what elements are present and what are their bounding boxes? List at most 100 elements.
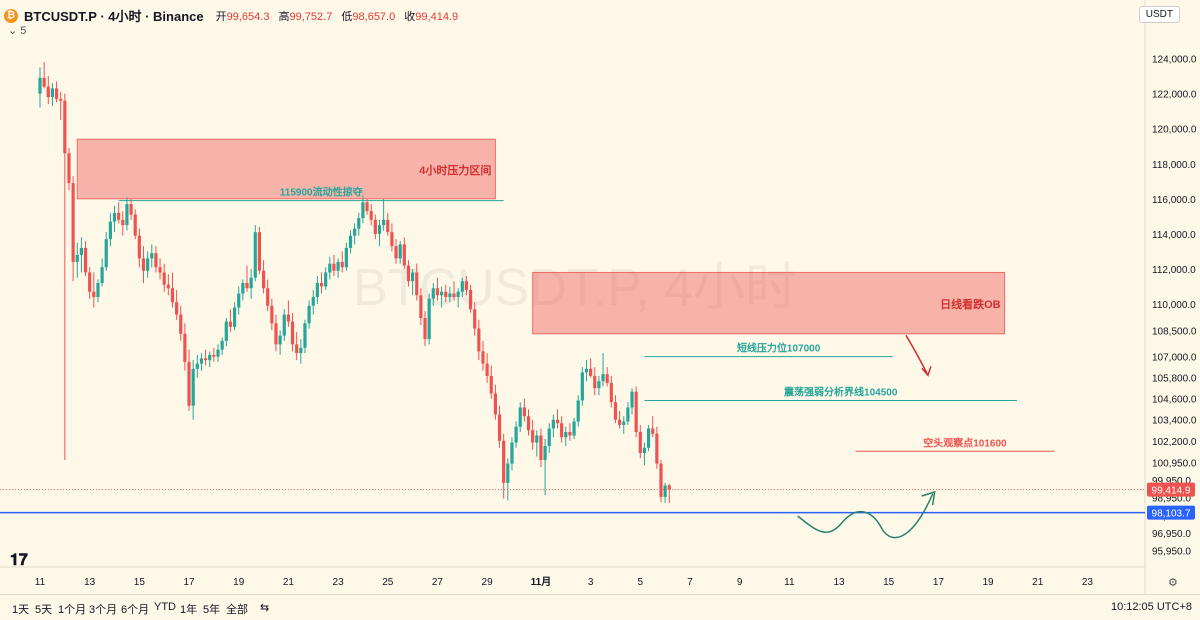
candle-body <box>601 374 605 382</box>
x-tick-label: 11 <box>784 577 795 588</box>
candle-body <box>406 265 411 282</box>
candle-body <box>448 293 452 298</box>
resistance-zone <box>76 138 496 200</box>
range-5y-button[interactable]: 5年 <box>203 604 221 616</box>
range-all-button[interactable]: 全部 <box>226 604 248 616</box>
candle-body <box>92 291 96 298</box>
x-tick-label: 23 <box>333 577 345 588</box>
range-ytd-button[interactable]: YTD <box>154 601 176 613</box>
candle-body <box>54 88 59 99</box>
candle-body <box>456 291 460 298</box>
candle-body <box>526 416 531 431</box>
candle-body <box>79 247 83 255</box>
candle-body <box>452 293 456 298</box>
candle-body <box>133 214 137 236</box>
candle-body <box>427 298 431 340</box>
bearish-arrow <box>905 334 929 376</box>
candle-body <box>626 407 630 422</box>
candle-body <box>146 258 150 271</box>
candle-body <box>274 323 278 345</box>
y-tick-label: 103,400.0 <box>1152 416 1197 427</box>
candle-body <box>377 225 382 234</box>
candle-body <box>112 212 117 222</box>
x-tick-label: 13 <box>84 577 96 588</box>
candle-body <box>646 428 651 448</box>
candle-body <box>419 295 423 319</box>
y-tick-label: 118,000.0 <box>1152 160 1196 171</box>
currency-selector[interactable]: USDT <box>1138 6 1180 23</box>
candle-body <box>249 277 253 289</box>
candle-body <box>67 153 71 184</box>
candle-body <box>547 428 551 447</box>
candle-body <box>609 382 613 403</box>
x-tick-label: 17 <box>183 577 195 588</box>
candle-body <box>311 297 315 306</box>
candle-body <box>361 202 365 219</box>
x-tick-label: 25 <box>382 577 394 588</box>
candle-body <box>187 361 191 406</box>
price-chart[interactable]: BTCUSDT.P, 4小时 124,000.0 122,000.0 120,000.… <box>0 0 1200 594</box>
candle-body <box>630 391 634 408</box>
y-tick-label: 95,950.0 <box>1152 546 1191 557</box>
y-tick-label: 107,000.0 <box>1152 353 1197 364</box>
candle-body <box>150 253 154 259</box>
candle-body <box>59 98 63 101</box>
candle-body <box>75 254 79 262</box>
candle-body <box>390 232 394 247</box>
candle-body <box>597 381 601 389</box>
y-tick-label: 96,950.0 <box>1152 529 1191 540</box>
settings-gear-icon[interactable]: ⚙ <box>1168 576 1178 589</box>
candle-body <box>502 440 506 483</box>
candle-body <box>622 421 626 425</box>
y-tick-label: 116,000.0 <box>1152 195 1196 206</box>
candle-body <box>344 247 348 268</box>
candle-body <box>50 88 55 98</box>
candle-body <box>613 402 618 420</box>
bitcoin-icon: ₿ <box>4 8 18 23</box>
indicator-count[interactable]: ⌄ 5 <box>8 25 27 37</box>
candle-body <box>659 463 663 497</box>
candle-body <box>237 293 241 308</box>
range-1y-button[interactable]: 1年 <box>180 604 198 616</box>
x-tick-label: 15 <box>883 577 895 588</box>
symbol-title[interactable]: BTCUSDT.P · 4小时 · Binance <box>24 9 204 24</box>
zone-label: 4小时压力区间 <box>419 163 491 177</box>
support-price-tag <box>1147 505 1195 520</box>
candle-body <box>224 321 228 341</box>
clock: 10:12:05 UTC+8 <box>1110 601 1192 613</box>
candle-body <box>141 258 146 271</box>
candle-body <box>634 391 638 433</box>
candle-body <box>564 432 568 438</box>
candle-body <box>435 288 440 296</box>
x-tick-label: 5 <box>638 577 644 588</box>
x-tick-label: 23 <box>1082 577 1094 588</box>
candle-body <box>324 272 328 287</box>
candle-body <box>638 432 642 454</box>
range-5d-button[interactable]: 5天 <box>35 604 53 616</box>
candle-body <box>162 272 166 285</box>
range-6m-button[interactable]: 6个月 <box>121 604 150 616</box>
range-3m-button[interactable]: 3个月 <box>89 604 118 616</box>
candle-body <box>121 219 125 226</box>
y-tick-label: 114,000.0 <box>1152 230 1196 241</box>
candle-body <box>96 282 100 298</box>
range-1d-button[interactable]: 1天 <box>12 604 30 616</box>
candle-body <box>655 433 659 464</box>
candle-body <box>166 284 170 289</box>
candle-body <box>257 232 262 271</box>
y-tick-label: 98,950.0 <box>1152 494 1191 505</box>
x-tick-label: 27 <box>432 577 444 588</box>
candle-body <box>46 86 50 98</box>
candle-body <box>555 419 560 424</box>
date-range-icon[interactable]: ⇆ <box>260 602 270 614</box>
candle-body <box>208 354 212 361</box>
candle-body <box>270 305 274 324</box>
candle-body <box>415 272 419 296</box>
y-tick-label: 102,200.0 <box>1152 437 1197 448</box>
y-tick-label: 122,000.0 <box>1152 90 1197 101</box>
candle-body <box>382 219 386 226</box>
range-1m-button[interactable]: 1个月 <box>58 604 87 616</box>
candle-body <box>125 204 129 226</box>
bearish-arrow-head <box>921 366 932 377</box>
candle-body <box>63 100 67 154</box>
